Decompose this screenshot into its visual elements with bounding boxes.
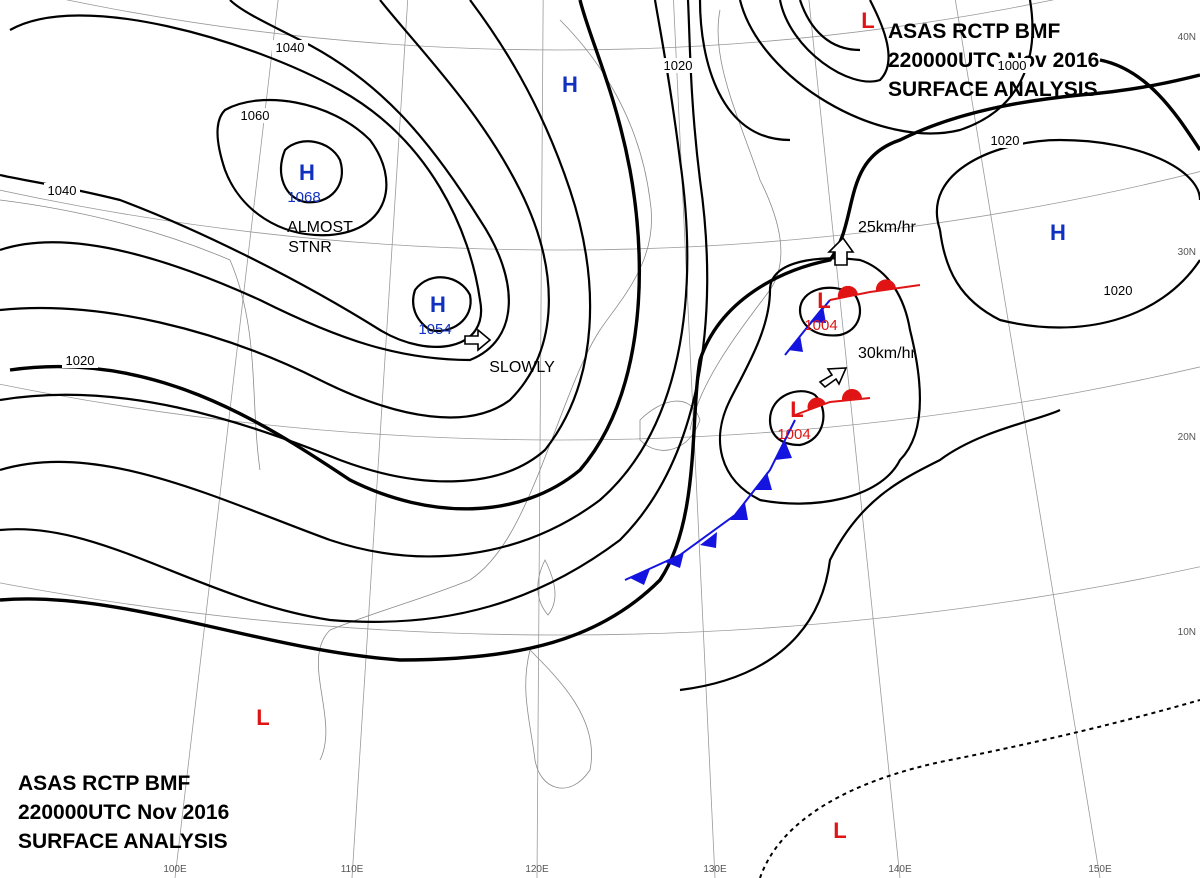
coastline — [0, 199, 261, 471]
isobar — [798, 286, 862, 337]
annotation: SLOWLY — [489, 359, 555, 376]
isobar-label: 1040 — [48, 183, 77, 198]
header-line: SURFACE ANALYSIS — [888, 78, 1098, 101]
isobar — [280, 140, 343, 204]
front-symbols — [807, 279, 896, 410]
longitude-label: 140E — [888, 864, 912, 875]
island — [525, 649, 592, 789]
isobar-label: 1000 — [998, 58, 1027, 73]
motion-arrows — [464, 236, 855, 389]
annotation: 30km/hr — [858, 345, 916, 362]
header-line: ASAS RCTP BMF — [18, 772, 190, 795]
label-bg — [1100, 283, 1136, 298]
isobar — [0, 0, 510, 362]
center-symbol: L — [833, 818, 846, 843]
motion-arrow — [464, 328, 492, 352]
coastline — [318, 19, 652, 761]
label-bg — [272, 40, 308, 55]
isobar-label: 1020 — [1104, 283, 1133, 298]
latitude-label: 40N — [1178, 32, 1196, 43]
isobar-label: 1060 — [241, 108, 270, 123]
motion-arrow — [827, 236, 855, 266]
coastlines — [0, 9, 782, 789]
isobar — [798, 0, 861, 52]
label-bg — [660, 58, 696, 73]
isobar — [698, 0, 791, 142]
center-symbol: L — [861, 8, 874, 33]
header-line: ASAS RCTP BMF — [888, 20, 1060, 43]
warm-front — [794, 397, 871, 416]
center-symbol: L — [256, 705, 269, 730]
fronts — [624, 279, 921, 585]
isobar — [935, 138, 1200, 329]
header-line: 220000UTC Nov 2016 — [888, 49, 1099, 72]
isobar-label: 1020 — [66, 353, 95, 368]
latitude-label: 30N — [1178, 247, 1196, 258]
label-bg — [994, 58, 1030, 73]
annotation: 25km/hr — [858, 219, 916, 236]
center-pressure: 1054 — [418, 321, 451, 338]
longitude-label: 130E — [703, 864, 727, 875]
longitude-label: 110E — [341, 864, 364, 875]
isobar — [0, 0, 550, 419]
isobar — [778, 0, 890, 83]
center-symbol: H — [299, 160, 315, 185]
labels: ASAS RCTP BMF 220000UTC Nov 2016 SURFACE A… — [18, 8, 1196, 875]
header-line: SURFACE ANALYSIS — [18, 830, 228, 853]
header-line: 220000UTC Nov 2016 — [18, 801, 229, 824]
coastline — [689, 9, 782, 431]
label-bg — [44, 183, 80, 198]
annotation: STNR — [288, 239, 332, 256]
longitude-line — [351, 0, 409, 878]
isobar-label: 1020 — [991, 133, 1020, 148]
center-symbol: L — [817, 288, 830, 313]
isobar — [1099, 58, 1200, 151]
annotation: ALMOST — [287, 219, 353, 236]
island — [537, 559, 556, 616]
center-symbol: H — [430, 292, 446, 317]
center-symbol: H — [1050, 220, 1066, 245]
center-symbol: H — [562, 72, 578, 97]
latitude-label: 20N — [1178, 432, 1196, 443]
center-symbol: L — [790, 397, 803, 422]
isobar — [216, 98, 388, 237]
label-bg — [62, 353, 98, 368]
warm-front — [829, 284, 921, 301]
center-pressure: 1004 — [777, 426, 810, 443]
label-bg — [987, 133, 1023, 148]
isobar — [679, 409, 1061, 692]
isobar — [0, 73, 1200, 662]
center-pressure: 1068 — [287, 189, 320, 206]
longitude-line — [536, 0, 544, 878]
longitude-label: 150E — [1088, 864, 1112, 875]
motion-arrow — [818, 367, 848, 389]
island — [639, 400, 701, 451]
label-bg — [237, 108, 273, 123]
longitude-label: 120E — [525, 864, 549, 875]
longitude-line — [808, 0, 901, 878]
isobar-label: 1020 — [664, 58, 693, 73]
isobar-label: 1040 — [276, 40, 305, 55]
isobar — [768, 390, 825, 447]
front-symbols — [630, 306, 826, 585]
trough-line — [759, 699, 1200, 878]
center-pressure: 1004 — [804, 317, 837, 334]
isobar — [0, 0, 709, 623]
isobar — [718, 257, 922, 505]
isobar — [0, 0, 689, 558]
isobar — [412, 276, 472, 333]
latitude-label: 10N — [1178, 627, 1196, 638]
longitude-line — [174, 0, 279, 878]
longitude-label: 100E — [163, 864, 187, 875]
isobar — [0, 0, 592, 483]
isobar — [9, 0, 642, 511]
isobar — [0, 14, 483, 348]
